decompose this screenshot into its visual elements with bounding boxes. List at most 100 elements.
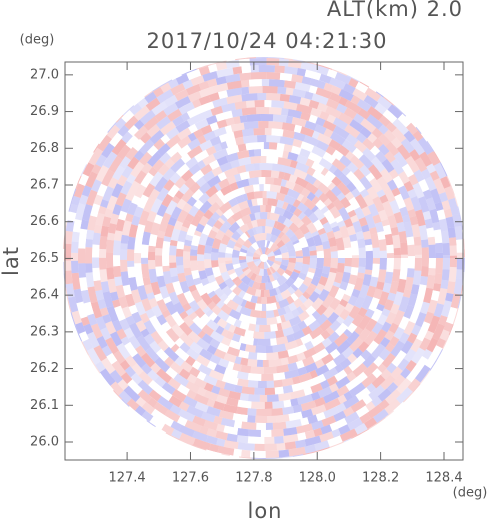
- radar-cell: [209, 122, 219, 132]
- radar-cell: [236, 164, 247, 174]
- radar-cell: [137, 379, 154, 395]
- radar-cell: [382, 224, 392, 236]
- radar-cell: [349, 155, 365, 170]
- radar-cell: [245, 142, 252, 151]
- radar-cell: [284, 66, 298, 75]
- radar-cell: [265, 247, 273, 256]
- radar-cell: [259, 394, 268, 402]
- radar-cell: [141, 162, 153, 175]
- radar-cell: [400, 138, 415, 154]
- radar-cell: [332, 198, 345, 211]
- radar-cell: [115, 192, 127, 207]
- radar-cell: [264, 240, 268, 248]
- radar-cell: [441, 269, 450, 281]
- radar-cell: [433, 303, 444, 318]
- radar-cell: [331, 225, 341, 233]
- radar-cell: [331, 428, 341, 438]
- radar-cell: [187, 91, 202, 103]
- radar-cell: [127, 249, 135, 261]
- radar-cell: [311, 230, 320, 237]
- radar-cell: [175, 317, 185, 327]
- radar-cell: [280, 357, 289, 366]
- radar-cell: [290, 283, 299, 292]
- radar-cell: [271, 262, 281, 272]
- radar-cell: [355, 132, 367, 144]
- radar-cell: [313, 342, 326, 354]
- radar-cell: [319, 319, 333, 332]
- radar-cell: [378, 238, 387, 251]
- radar-cell: [340, 196, 352, 209]
- radar-cell: [146, 292, 156, 301]
- radar-cell: [329, 206, 341, 219]
- radar-cell: [277, 350, 290, 359]
- radar-cell: [311, 297, 324, 311]
- radar-cell: [370, 233, 380, 248]
- radar-cell: [127, 379, 143, 395]
- radar-cell: [333, 410, 347, 422]
- radar-cell: [127, 156, 140, 170]
- radar-cell: [135, 345, 147, 357]
- radar-cell: [175, 256, 184, 266]
- radar-cell: [127, 124, 139, 137]
- radar-cell: [398, 316, 410, 330]
- radar-cell: [231, 230, 242, 241]
- radar-cell: [323, 306, 335, 319]
- radar-cell: [430, 290, 440, 302]
- radar-cell: [237, 143, 247, 152]
- radar-cell: [372, 247, 380, 258]
- radar-cell: [141, 363, 153, 375]
- radar-cell: [333, 168, 344, 179]
- radar-cell: [421, 168, 432, 180]
- radar-cell: [222, 110, 233, 120]
- radar-cell: [283, 143, 293, 153]
- radar-cell: [284, 80, 297, 89]
- radar-cell: [434, 201, 444, 212]
- radar-cell: [259, 232, 267, 241]
- radar-cell: [121, 220, 132, 236]
- radar-cell: [429, 170, 440, 181]
- radar-cell: [279, 136, 295, 146]
- radar-cell: [226, 131, 236, 141]
- radar-cell: [136, 335, 151, 352]
- radar-cell: [76, 301, 88, 319]
- radar-cell: [256, 107, 270, 115]
- radar-cell: [305, 285, 316, 296]
- radar-cell: [266, 240, 271, 248]
- radar-cell: [184, 419, 202, 433]
- radar-cell: [428, 267, 436, 276]
- radar-cell: [333, 303, 346, 317]
- radar-cell: [249, 450, 266, 458]
- radar-cell: [139, 151, 153, 166]
- radar-cell: [322, 266, 331, 275]
- radar-cell: [426, 163, 437, 174]
- radar-cell: [101, 169, 115, 187]
- radar-cell: [109, 291, 119, 302]
- radar-cell: [186, 114, 201, 127]
- radar-cell: [176, 416, 188, 427]
- radar-cell: [78, 263, 87, 278]
- radar-cell: [218, 262, 228, 274]
- radar-cell: [111, 360, 127, 377]
- radar-cell: [313, 208, 326, 221]
- radar-cell: [256, 219, 266, 227]
- radar-cell: [307, 267, 316, 274]
- radar-cell: [370, 145, 381, 156]
- radar-cell: [304, 91, 314, 101]
- radar-cell: [112, 203, 123, 216]
- radar-cell: [244, 300, 256, 311]
- radar-cell: [264, 128, 272, 136]
- radar-cell: [295, 360, 305, 369]
- altitude: ALT(km) 2.0: [327, 0, 463, 21]
- radar-cell: [72, 219, 82, 233]
- radar-cell: [390, 137, 403, 149]
- radar-cell: [328, 139, 342, 151]
- radar-cell: [309, 369, 318, 379]
- radar-cell: [327, 311, 340, 325]
- radar-cell: [128, 180, 141, 196]
- radar-cell: [197, 330, 206, 339]
- radar-cell: [287, 362, 298, 372]
- radar-cell: [236, 227, 244, 236]
- radar-cell: [345, 204, 354, 214]
- radar-cell: [284, 340, 298, 351]
- radar-cell: [350, 399, 367, 413]
